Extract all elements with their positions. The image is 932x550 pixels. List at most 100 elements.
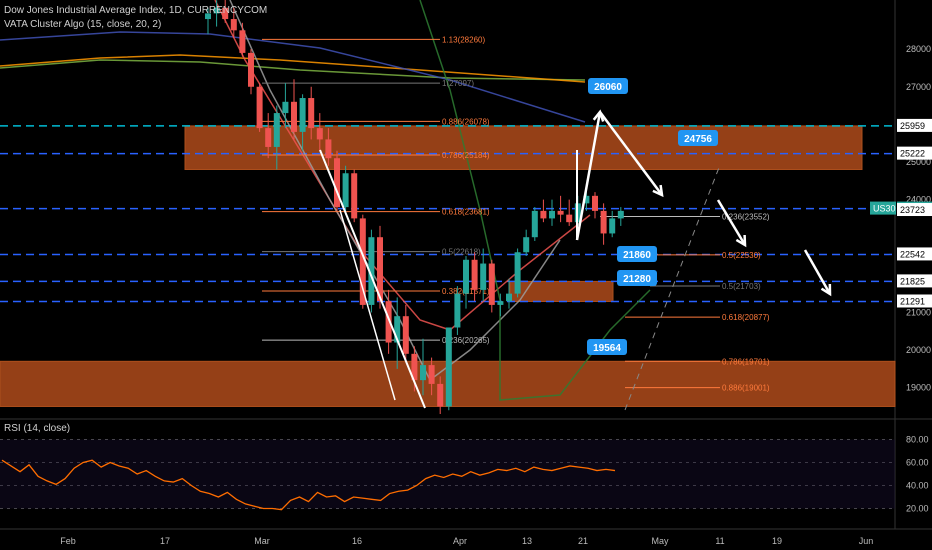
rsi-band [0,439,895,509]
callout-label: 19564 [593,343,621,354]
indicator-legend[interactable]: VATA Cluster Algo (15, close, 20, 2) [4,19,162,30]
candle-body [334,158,340,208]
time-tick-label: Feb [60,536,76,546]
candle-body [273,113,280,147]
callout-label: 26060 [594,82,622,93]
rsi-tick-label: 40.00 [906,481,929,491]
candle-body [359,218,366,305]
candle-body [531,210,538,238]
time-tick-label: 16 [352,536,362,546]
forecast-arrow [575,111,602,241]
price-tick-label: 28000 [906,44,931,54]
callout-label: 21280 [623,274,651,285]
fib-level-label: 0.618(20877) [722,313,770,322]
candle-body [385,301,392,343]
candle-body [463,259,469,294]
candle-body [488,263,495,305]
time-tick-label: Mar [254,536,270,546]
forecast-arrow [716,199,747,246]
candle-body [540,210,547,219]
callout-label: 24756 [684,134,712,145]
candle-body [428,365,435,384]
moving-average-line [229,0,561,382]
candle-body [617,210,624,219]
candle-body [351,173,358,219]
price-tag [897,118,932,132]
forecast-arrow [803,249,832,295]
candle-body [282,101,289,114]
callout-box [678,130,718,146]
candle-body [523,237,530,253]
candle-body [213,7,220,14]
price-tag-label: 22542 [900,249,925,259]
candle-body [506,293,512,302]
fib-level-label: 0.5(22618) [442,248,481,257]
fib-level-label: 1.13(28260) [442,35,485,44]
price-tag-label: 25959 [900,121,925,131]
candle-body [454,293,461,328]
price-tag-label: US30 [873,204,896,214]
price-tick-label: 25000 [906,157,931,167]
candle-body [549,210,555,219]
moving-average-line [0,31,586,123]
arrow-head [735,234,747,248]
callout-label: 21860 [623,250,651,261]
candle-body [239,30,246,53]
price-tag-label: 25222 [900,149,925,159]
trend-line [339,209,396,401]
time-tick-label: 21 [578,536,588,546]
price-tag-label: 21291 [900,296,925,306]
fib-level-label: 0.618(23681) [442,208,490,217]
fib-level-label: 0.786(25184) [442,151,490,160]
candle-body [557,210,564,215]
candle-body [445,327,452,407]
time-tick-label: Jun [859,536,874,546]
candle-body [402,316,409,354]
candle-body [583,195,590,204]
time-tick-label: 13 [522,536,532,546]
fib-level-label: 0.886(26078) [442,117,490,126]
candle-body [471,259,478,290]
candle-body [248,52,254,87]
price-tick-label: 21000 [906,307,931,317]
rsi-legend[interactable]: RSI (14, close) [4,423,71,434]
rsi-tick-label: 60.00 [906,458,929,468]
rsi-line [1,459,616,511]
candle-body [222,7,229,20]
symbol-title[interactable]: Dow Jones Industrial Average Index, 1D, … [4,5,268,16]
price-tag [897,274,932,288]
price-tag [897,247,932,261]
time-tick-label: 11 [715,536,724,546]
candle-body [480,263,487,290]
arrow-head [820,283,832,297]
time-tick-label: May [651,536,669,546]
callout-box [617,246,657,262]
time-tick-label: 19 [772,536,782,546]
fib-level-label: 0.5(22530) [722,251,761,260]
moving-average-line [214,0,591,331]
candle-body [325,139,332,159]
candle-body [592,195,598,211]
time-tick-label: Apr [453,536,467,546]
candle-body [256,86,263,129]
fib-level-label: 0.786(19701) [722,357,770,366]
moving-average-line [0,54,586,83]
candle-body [420,365,426,381]
callout-box [588,78,628,94]
candle-body [368,237,375,305]
candle-body [265,128,272,147]
candle-body [514,252,521,294]
arrow-head [652,184,664,198]
candle-body [342,173,349,208]
candle-body [308,98,315,129]
fib-level-label: 1(27097) [442,79,474,88]
price-tag-label: 23723 [900,205,925,215]
price-tag [897,146,932,160]
trend-line [319,149,426,409]
fib-level-label: 0.236(20265) [442,336,490,345]
candle-body [600,210,607,234]
fib-level-label: 0.236(23552) [722,212,770,221]
rsi-tick-label: 20.00 [906,504,929,514]
price-tag-label: 21825 [900,276,925,286]
